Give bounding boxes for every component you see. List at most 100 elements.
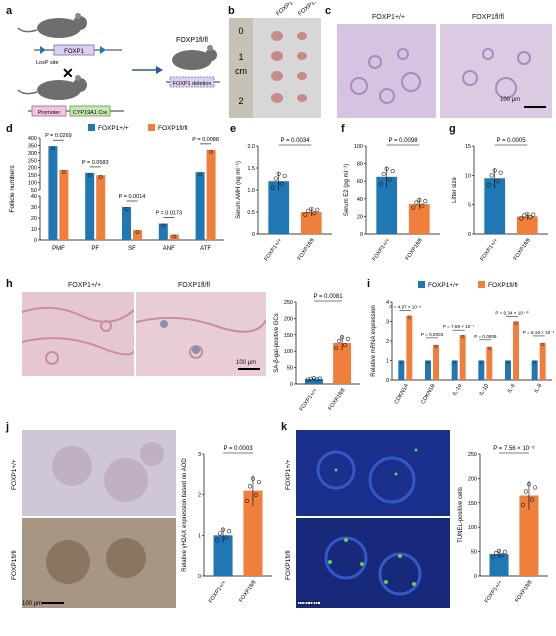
y-tick-label: 10 — [465, 173, 471, 179]
bar-pf-wt — [85, 172, 95, 240]
y-tick-label: 80 — [357, 162, 363, 168]
legend-label-ko: FOXP1fl/fl — [158, 125, 188, 132]
x-tick-label: FOXP1fl/fl — [514, 580, 533, 604]
panel-label-b: b — [228, 5, 235, 17]
x-tick-label: ATF — [200, 246, 211, 252]
panel-label-e: e — [230, 123, 237, 135]
data-point — [381, 171, 386, 177]
x-tick-label: PF — [91, 246, 99, 252]
data-point — [528, 215, 533, 220]
data-point — [309, 206, 314, 212]
bar-pf-ko — [96, 175, 106, 240]
result-genotype-label: FOXP1fl/fl — [176, 37, 208, 44]
ovary-specimens — [271, 31, 307, 103]
data-point — [87, 173, 92, 177]
foxp1-gene-label: FOXP1 — [64, 49, 84, 55]
y-tick-label: 2.0 — [247, 144, 255, 150]
data-point — [312, 210, 317, 216]
y-axis-label: Relative mRNA expression — [371, 305, 377, 376]
y-tick-label: 0 — [474, 574, 477, 580]
data-point — [244, 498, 250, 503]
y-tick-label: 40 — [31, 194, 37, 200]
column-label-wt: FOXP1+/+ — [275, 2, 301, 18]
data-point — [172, 234, 177, 239]
panel-label-d: d — [6, 123, 13, 135]
row-label-wt: FOXP1+/+ — [285, 459, 292, 490]
data-point — [223, 535, 229, 540]
data-point — [492, 168, 497, 173]
chart-tunel: 0 50 100 150 200 250 TUNEL-positive cells FOXP1… — [458, 445, 548, 604]
x-tick-label: FOXP1fl/fl — [238, 580, 257, 604]
data-point — [417, 197, 422, 202]
data-point — [420, 203, 425, 208]
x-tick-label: CDKN1A — [394, 383, 411, 406]
bar-ko — [243, 490, 263, 576]
y-axis-label: Serum AMH (ng ml⁻¹) — [236, 161, 242, 219]
data-point — [533, 360, 537, 364]
data-point — [487, 346, 491, 350]
data-point — [493, 550, 499, 556]
ruler-label-1: 1 — [238, 52, 243, 62]
bar-pmf-ko — [59, 169, 69, 240]
loxp-site-label: LoxP site — [36, 60, 59, 66]
data-point — [390, 168, 395, 174]
data-point — [541, 342, 545, 347]
y-tick-label: 3 — [386, 320, 389, 326]
y-tick-label: 20 — [357, 214, 363, 220]
y-tick-label: 0 — [252, 232, 255, 238]
bar-ko — [516, 216, 538, 234]
data-point — [276, 171, 281, 176]
panel-c-scalebar-label: 100 μm — [500, 97, 521, 103]
panel-label-i: i — [367, 278, 371, 290]
data-point — [525, 211, 530, 217]
data-point — [314, 377, 320, 382]
chart-gamma-h2ax: 0 1 2 3 Relative γH2AX expression based on A… — [182, 446, 272, 604]
bar-wt — [531, 360, 538, 380]
data-point — [336, 338, 342, 344]
y-axis-label: SA-β-gal-positive GCs — [274, 313, 280, 372]
panel-label-f: f — [341, 123, 345, 135]
data-point — [209, 149, 214, 154]
legend-swatch-wt — [88, 124, 95, 131]
data-point — [256, 479, 262, 485]
bar-wt — [268, 181, 290, 234]
data-point — [523, 489, 529, 494]
bar-wt — [451, 360, 458, 380]
bar-wt — [398, 360, 405, 380]
data-point — [529, 497, 535, 502]
y-tick-label: 10 — [31, 227, 37, 233]
data-point — [198, 172, 203, 177]
p-value-label: P = 0.0005 — [496, 138, 526, 144]
y-tick-label: 4 — [386, 300, 389, 306]
chart-serum-e2: 0 20 40 60 80 100 Serum E2 (pg ml⁻¹) FOXP1+/+ FO… — [344, 138, 440, 262]
panel-j-scalebar-label: 100 μm — [22, 601, 43, 607]
data-point — [217, 531, 223, 536]
y-tick-label: 1.0 — [247, 188, 255, 194]
bar-anf-ko — [169, 234, 179, 240]
y-tick-label: 5 — [468, 203, 471, 209]
data-point — [526, 482, 532, 487]
cross-icon: ✕ — [62, 65, 74, 81]
bar-wt — [376, 176, 398, 234]
y-tick-label: 150 — [284, 333, 293, 339]
ihc-ko-image — [22, 518, 176, 608]
x-tick-label: FOXP1fl/fl — [513, 238, 532, 262]
data-point — [490, 554, 496, 559]
y-tick-label: 250 — [284, 300, 293, 306]
y-tick-label: 100 — [284, 349, 293, 355]
p-value-label: P = 0.0098 — [388, 138, 418, 144]
p-value-label: P = 6.19 × 10⁻⁵ — [523, 330, 554, 335]
data-point — [135, 230, 140, 235]
x-tick-label: FOXP1fl/fl — [327, 388, 346, 412]
data-point — [306, 208, 311, 213]
bar-sf-wt — [122, 207, 131, 240]
bar-ko — [539, 342, 546, 380]
ruler-label-2: 2 — [238, 96, 243, 106]
data-point — [214, 538, 220, 543]
data-point — [531, 212, 536, 217]
row-label-wt: FOXP1+/+ — [11, 459, 18, 490]
y-tick-label: 100 — [354, 144, 363, 150]
data-point — [253, 492, 259, 497]
y-tick-label: 15 — [465, 144, 471, 150]
